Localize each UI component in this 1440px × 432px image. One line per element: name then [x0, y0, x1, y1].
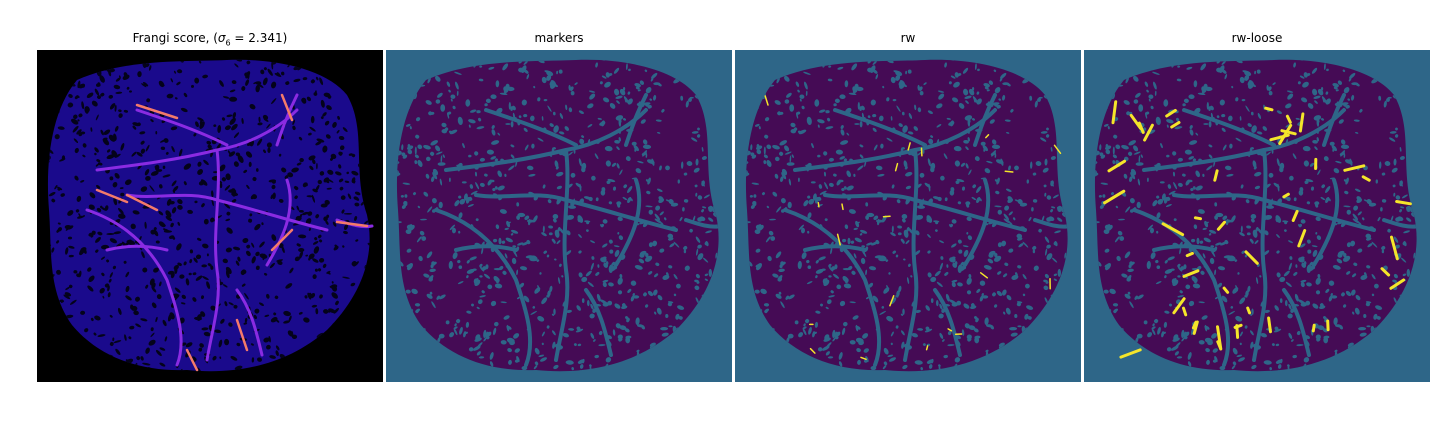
markers-image [386, 50, 732, 382]
frangi-panel [37, 50, 383, 382]
rw-loose-image [1084, 50, 1430, 382]
rw-loose-title: rw-loose [1231, 31, 1283, 45]
frangi-title: Frangi score, (σ6 = 2.341) [132, 31, 288, 48]
markers-title: markers [534, 31, 584, 45]
rw-title: rw [900, 31, 916, 45]
rw-image [735, 50, 1081, 382]
frangi-image [37, 50, 383, 382]
markers-panel [386, 50, 732, 382]
rw-loose-panel [1084, 50, 1430, 382]
rw-panel [735, 50, 1081, 382]
